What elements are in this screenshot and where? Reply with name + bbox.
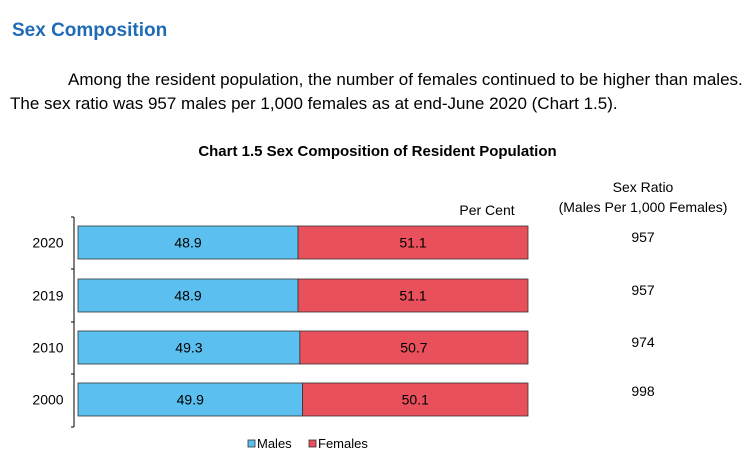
category-label-2010: 2010 [32, 340, 63, 356]
bar-females-2020 [297, 225, 529, 260]
data-label-females-2020: 51.1 [399, 235, 426, 251]
legend-swatch-males [247, 439, 256, 448]
data-label-males-2020: 48.9 [174, 235, 201, 251]
data-label-females-2010: 50.7 [400, 340, 427, 356]
unit-label: Per Cent [459, 202, 514, 218]
data-label-females-2000: 50.1 [402, 392, 429, 408]
bar-females-2000 [302, 382, 529, 417]
category-label-2019: 2019 [32, 288, 63, 304]
sex-ratio-header-line1: Sex Ratio [613, 179, 674, 195]
bar-females-2019 [297, 278, 529, 313]
legend-label-females: Females [318, 436, 368, 451]
data-label-males-2000: 49.9 [177, 392, 204, 408]
sex-ratio-value-2010: 974 [631, 334, 655, 350]
legend-swatch-females [308, 439, 317, 448]
data-label-females-2019: 51.1 [399, 288, 426, 304]
section-heading: Sex Composition [12, 20, 168, 41]
data-label-males-2019: 48.9 [174, 288, 201, 304]
sex-ratio-value-2000: 998 [631, 383, 655, 399]
section-paragraph: Among the resident population, the numbe… [10, 70, 743, 113]
sex-ratio-value-2019: 957 [631, 282, 655, 298]
bar-females-2010 [299, 330, 529, 365]
legend-label-males: Males [257, 436, 292, 451]
sex-ratio-value-2020: 957 [631, 229, 655, 245]
bar-males-2020 [77, 225, 299, 260]
category-label-2000: 2000 [32, 392, 63, 408]
data-label-males-2010: 49.3 [175, 340, 202, 356]
chart-title: Chart 1.5 Sex Composition of Resident Po… [198, 143, 557, 160]
bar-males-2000 [77, 382, 303, 417]
sex-ratio-header-line2: (Males Per 1,000 Females) [559, 199, 728, 215]
category-label-2020: 2020 [32, 235, 63, 251]
bar-males-2019 [77, 278, 299, 313]
